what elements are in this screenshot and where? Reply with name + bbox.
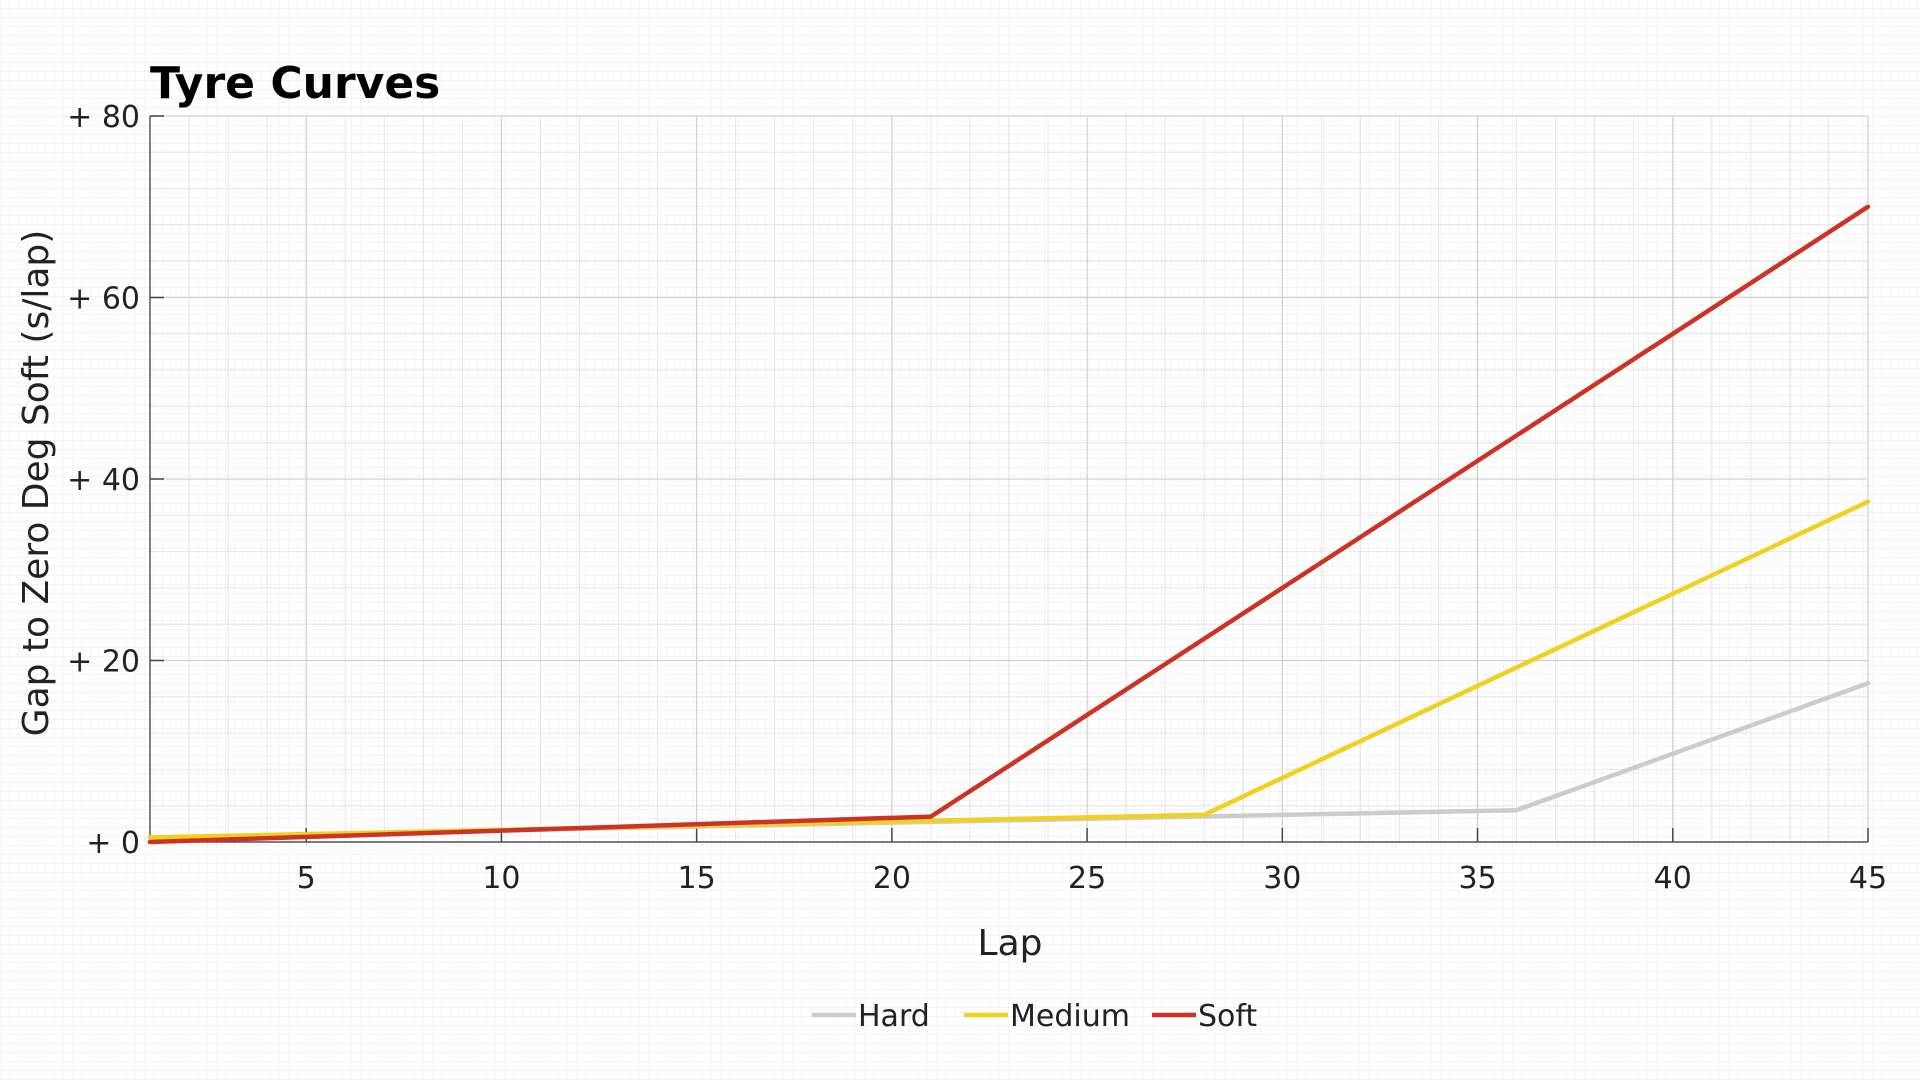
- x-tick-label: 10: [482, 861, 520, 896]
- x-tick-label: 15: [678, 861, 716, 896]
- y-tick-label: + 20: [67, 645, 140, 680]
- legend-item-medium: Medium: [964, 999, 1130, 1034]
- chart-grid-major: [150, 115, 1869, 843]
- y-tick-label: + 40: [67, 463, 140, 498]
- series-line-soft: [147, 204, 1871, 845]
- y-tick-label: + 0: [86, 826, 140, 861]
- x-tick-label: 5: [297, 861, 316, 896]
- x-tick-label: 25: [1068, 861, 1106, 896]
- chart-legend: Hard Medium Soft: [812, 999, 1257, 1034]
- x-tick-label: 40: [1654, 861, 1692, 896]
- x-tick-label: 35: [1458, 861, 1496, 896]
- legend-label: Soft: [1198, 999, 1257, 1034]
- y-axis-ticks: + 0 + 20 + 40 + 60 + 80: [67, 100, 164, 861]
- x-tick-label: 30: [1263, 861, 1301, 896]
- legend-label: Hard: [858, 999, 930, 1034]
- chart-title: Tyre Curves: [150, 58, 440, 109]
- x-axis-ticks: 5 10 15 20 25 30 35 40 45: [297, 828, 1887, 896]
- legend-item-soft: Soft: [1152, 999, 1257, 1034]
- y-axis-label: Gap to Zero Deg Soft (s/lap): [16, 230, 57, 737]
- legend-label: Medium: [1010, 999, 1130, 1034]
- legend-item-hard: Hard: [812, 999, 930, 1034]
- y-tick-label: + 80: [67, 100, 140, 135]
- x-tick-label: 45: [1849, 861, 1887, 896]
- x-tick-label: 20: [873, 861, 911, 896]
- y-tick-label: + 60: [67, 282, 140, 317]
- series-lines: [147, 204, 1871, 845]
- x-axis-label: Lap: [978, 923, 1043, 964]
